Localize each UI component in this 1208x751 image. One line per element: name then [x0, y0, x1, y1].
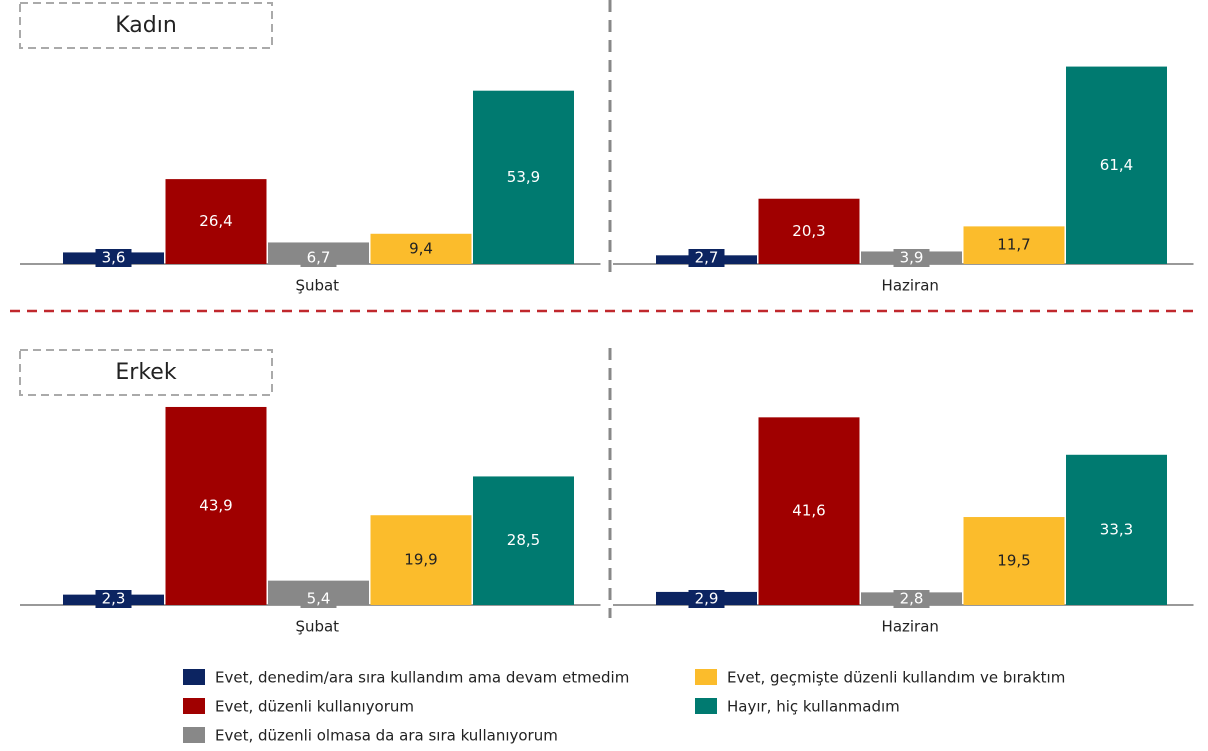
legend-swatch — [183, 727, 205, 743]
bar — [473, 476, 574, 605]
legend-swatch — [695, 669, 717, 685]
data-label: 3,6 — [102, 249, 126, 267]
data-label: 11,7 — [997, 236, 1030, 254]
x-tick-label: Haziran — [882, 277, 939, 295]
bar — [758, 417, 860, 605]
x-tick-label: Haziran — [882, 618, 939, 636]
data-label: 19,5 — [997, 552, 1030, 570]
data-label: 3,9 — [900, 249, 924, 267]
data-label: 6,7 — [307, 249, 331, 267]
data-label: 2,7 — [695, 249, 719, 267]
bar — [1066, 454, 1167, 605]
legend-swatch — [183, 698, 205, 714]
bar — [473, 90, 574, 265]
panel-title: Kadın — [115, 13, 177, 38]
data-label: 41,6 — [792, 502, 825, 520]
data-label: 43,9 — [199, 496, 232, 514]
data-label: 9,4 — [409, 239, 433, 257]
bar — [963, 226, 1065, 264]
data-label: 26,4 — [199, 212, 232, 230]
bar — [165, 406, 267, 605]
panel-title-box — [19, 349, 273, 396]
bar — [758, 198, 860, 264]
data-label-bg — [688, 590, 725, 608]
bar — [1066, 66, 1167, 265]
x-tick-label: Şubat — [295, 277, 339, 295]
legend-label: Evet, geçmişte düzenli kullandım ve bıra… — [727, 669, 1065, 687]
legend-label: Evet, denedim/ara sıra kullandım ama dev… — [215, 669, 629, 687]
data-label: 20,3 — [792, 222, 825, 240]
bar — [963, 517, 1065, 605]
panel-title: Erkek — [115, 360, 176, 385]
x-tick-label: Şubat — [295, 618, 339, 636]
data-label: 2,3 — [102, 590, 126, 608]
data-label: 2,9 — [695, 590, 719, 608]
data-label-bg — [95, 249, 132, 267]
legend-swatch — [183, 669, 205, 685]
data-label: 61,4 — [1100, 156, 1133, 174]
data-label-bg — [95, 590, 132, 608]
data-label-bg — [893, 590, 930, 608]
data-label-bg — [893, 249, 930, 267]
legend-label: Hayır, hiç kullanmadım — [727, 698, 900, 716]
data-label: 2,8 — [900, 590, 924, 608]
legend-label: Evet, düzenli kullanıyorum — [215, 698, 414, 716]
data-label-bg — [300, 590, 337, 608]
panel-title-box — [19, 2, 273, 49]
bar — [370, 515, 472, 605]
data-label: 5,4 — [307, 590, 331, 608]
bar — [165, 179, 267, 264]
data-label: 33,3 — [1100, 520, 1133, 538]
legend-swatch — [695, 698, 717, 714]
data-label: 28,5 — [507, 531, 540, 549]
data-label-bg — [300, 249, 337, 267]
data-label: 19,9 — [404, 551, 437, 569]
legend-label: Evet, düzenli olmasa da ara sıra kullanı… — [215, 727, 558, 745]
data-label: 53,9 — [507, 168, 540, 186]
bar — [370, 233, 472, 264]
data-label-bg — [688, 249, 725, 267]
